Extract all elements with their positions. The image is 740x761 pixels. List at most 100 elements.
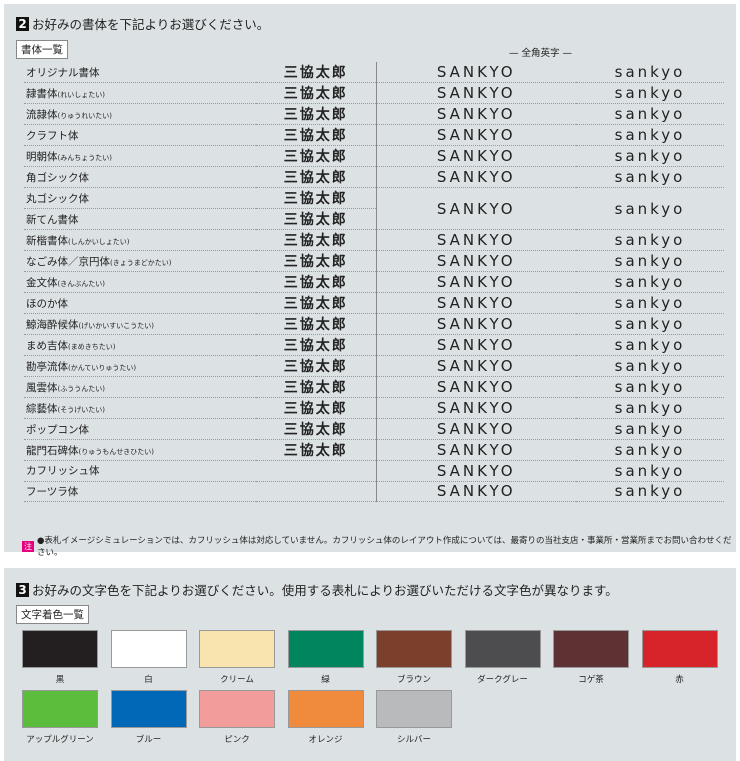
upper-sample: SANKYO [376, 460, 576, 482]
upper-sample: SANKYO [376, 313, 576, 335]
upper-sample: SANKYO [376, 62, 576, 83]
color-chip [110, 630, 187, 668]
font-row: 角ゴシック体 三協太郎 SANKYO sankyo [24, 166, 724, 188]
kanji-sample: 三協太郎 [256, 187, 377, 209]
color-swatch: コゲ茶 [553, 630, 629, 685]
font-row: 風雲体(ふううんたい) 三協太郎 SANKYO sankyo [24, 376, 724, 398]
lower-sample: sankyo [576, 376, 724, 398]
font-name: オリジナル書体 [24, 62, 256, 83]
color-swatch: ブルー [110, 690, 187, 745]
kanji-sample: 三協太郎 [256, 145, 377, 167]
kanji-sample: 三協太郎 [256, 313, 377, 335]
lower-sample: sankyo [576, 481, 724, 502]
lower-sample: sankyo [576, 124, 724, 146]
lower-sample: sankyo [576, 103, 724, 125]
font-row: カフリッシュ体 SANKYO sankyo [24, 460, 724, 482]
upper-sample: SANKYO [376, 166, 576, 188]
upper-sample: SANKYO [376, 229, 576, 251]
upper-sample: SANKYO [376, 439, 576, 461]
upper-sample: SANKYO [376, 145, 576, 167]
font-section: 2 お好みの書体を下記よりお選びください。 書体一覧 — 全角英字 — オリジナル… [4, 4, 736, 558]
kanji-sample: 三協太郎 [256, 250, 377, 272]
font-name: クラフト体 [24, 124, 256, 146]
kanji-sample: 三協太郎 [256, 418, 377, 440]
lower-sample: sankyo [576, 82, 724, 104]
kanji-sample: 三協太郎 [256, 292, 377, 314]
kanji-sample: 三協太郎 [256, 124, 377, 146]
kanji-sample: 三協太郎 [256, 439, 377, 461]
kanji-sample: 三協太郎 [256, 82, 377, 104]
color-chip [287, 630, 364, 668]
note: 注 ●表札イメージシミュレーションでは、カフリッシュ体は対応していません。カフリッ… [22, 536, 732, 558]
lower-sample: sankyo [576, 250, 724, 272]
upper-sample: SANKYO [376, 397, 576, 419]
upper-sample: SANKYO [376, 418, 576, 440]
font-name: 明朝体(みんちょうたい) [24, 145, 256, 167]
font-row: 丸ゴシック体 三協太郎 SANKYO sankyo [24, 187, 724, 230]
font-row: オリジナル書体 三協太郎 SANKYO sankyo [24, 62, 724, 83]
kanji-sample: 三協太郎 [256, 271, 377, 293]
font-name: まめ吉体(まめきちたい) [24, 334, 256, 356]
lower-sample: sankyo [576, 166, 724, 188]
font-row: フーツラ体 SANKYO sankyo [24, 481, 724, 502]
font-name: 綜藝体(そうげいたい) [24, 397, 256, 419]
color-list-tag: 文字着色一覧 [16, 605, 89, 624]
kanji-sample-empty [256, 460, 377, 482]
font-name: 新楷書体(しんかいしょたい) [24, 229, 256, 251]
kanji-sample-empty [256, 481, 377, 502]
font-row: ほのか体 三協太郎 SANKYO sankyo [24, 292, 724, 314]
font-name: 金文体(きんぶんたい) [24, 271, 256, 293]
color-chip [199, 690, 275, 728]
font-name: 風雲体(ふううんたい) [24, 376, 256, 398]
lower-sample: sankyo [576, 334, 724, 356]
color-chip [553, 630, 629, 668]
font-name: ほのか体 [24, 292, 256, 314]
kanji-sample: 三協太郎 [256, 166, 377, 188]
lower-sample: sankyo [576, 355, 724, 377]
font-section-heading: 2 お好みの書体を下記よりお選びください。 [16, 14, 269, 33]
lower-sample: sankyo [576, 460, 724, 482]
lower-sample: sankyo [576, 271, 724, 293]
lower-sample: sankyo [576, 145, 724, 167]
color-chip [22, 690, 98, 728]
font-row: 新楷書体(しんかいしょたい) 三協太郎 SANKYO sankyo [24, 229, 724, 251]
color-swatch: ダークグレー [464, 630, 541, 685]
color-chip [464, 630, 541, 668]
kanji-sample: 三協太郎 [256, 229, 377, 251]
color-section-heading: 3 お好みの文字色を下記よりお選びください。使用する表札によりお選びいただける文字… [16, 580, 618, 599]
color-swatch: オレンジ [287, 690, 364, 745]
font-row: まめ吉体(まめきちたい) 三協太郎 SANKYO sankyo [24, 334, 724, 356]
font-name: フーツラ体 [24, 481, 256, 502]
font-name: ポップコン体 [24, 418, 256, 440]
font-row: 隷書体(れいしょたい) 三協太郎 SANKYO sankyo [24, 82, 724, 104]
upper-sample: SANKYO [376, 250, 576, 272]
font-list-tag: 書体一覧 [16, 40, 68, 59]
upper-sample: SANKYO [376, 124, 576, 146]
color-chip [376, 630, 452, 668]
color-swatch: シルバー [376, 690, 452, 745]
color-swatch: ピンク [199, 690, 275, 745]
upper-sample: SANKYO [376, 292, 576, 314]
color-section: 3 お好みの文字色を下記よりお選びください。使用する表札によりお選びいただける文字… [4, 568, 736, 761]
upper-sample: SANKYO [376, 103, 576, 125]
font-name: 龍門石碑体(りゅうもんせきひたい) [24, 439, 256, 461]
font-name: 隷書体(れいしょたい) [24, 82, 256, 104]
lower-sample: sankyo [576, 62, 724, 83]
kanji-sample: 三協太郎 [256, 397, 377, 419]
latin-header: — 全角英字 — [509, 48, 573, 59]
color-chip [641, 630, 718, 668]
font-row: 流隷体(りゅうれいたい) 三協太郎 SANKYO sankyo [24, 103, 724, 125]
color-chip [287, 690, 364, 728]
lower-sample: sankyo [576, 397, 724, 419]
font-row: 明朝体(みんちょうたい) 三協太郎 SANKYO sankyo [24, 145, 724, 167]
font-row: 勘亭流体(かんていりゅうたい) 三協太郎 SANKYO sankyo [24, 355, 724, 377]
font-row: クラフト体 三協太郎 SANKYO sankyo [24, 124, 724, 146]
upper-sample: SANKYO [376, 376, 576, 398]
color-swatch: 赤 [641, 630, 718, 685]
color-chip [110, 690, 187, 728]
font-row: 金文体(きんぶんたい) 三協太郎 SANKYO sankyo [24, 271, 724, 293]
kanji-sample: 三協太郎 [256, 355, 377, 377]
lower-sample: sankyo [576, 418, 724, 440]
kanji-sample: 三協太郎 [256, 334, 377, 356]
font-row: ポップコン体 三協太郎 SANKYO sankyo [24, 418, 724, 440]
